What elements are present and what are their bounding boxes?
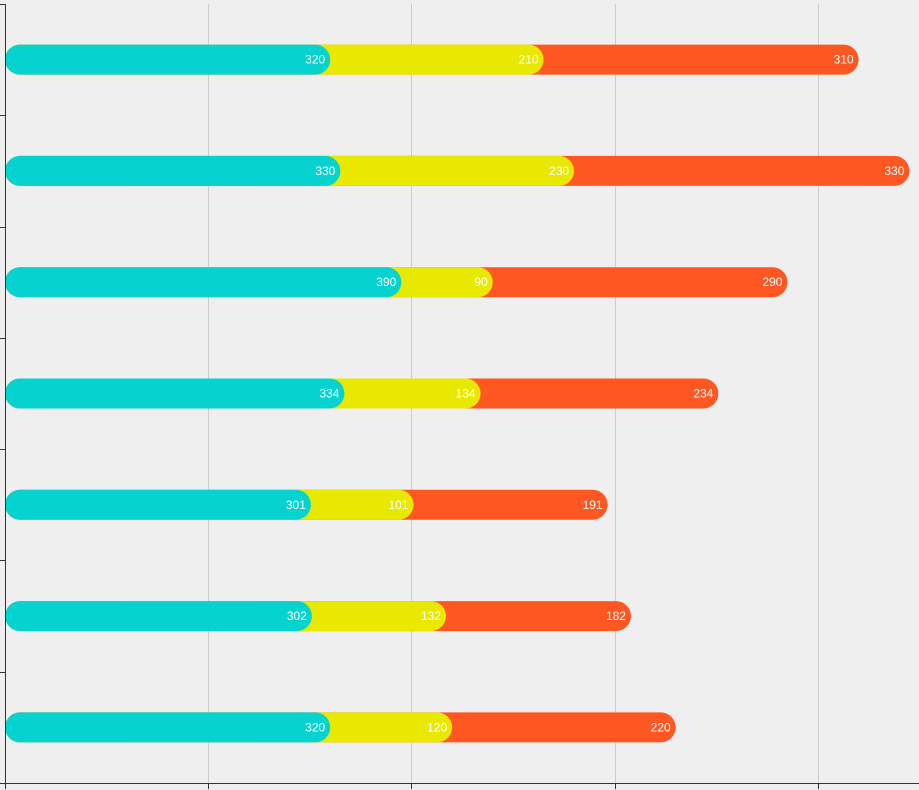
data-label-1-row-3: 390: [376, 275, 396, 289]
bar-segment-1-row-2: [5, 155, 341, 186]
bar-row-6: [5, 601, 631, 632]
axes: [0, 4, 919, 789]
data-label-2-row-5: 101: [388, 498, 408, 512]
data-label-1-row-4: 334: [319, 387, 339, 401]
bar-segment-1-row-6: [5, 601, 312, 632]
data-label-3-row-2: 330: [884, 164, 904, 178]
data-label-2-row-7: 120: [427, 720, 447, 734]
bar-row-3: [5, 267, 788, 298]
data-label-3-row-6: 182: [606, 609, 626, 623]
bar-row-7: [5, 712, 676, 743]
bar-row-4: [5, 378, 719, 409]
bar-segment-1-row-3: [5, 267, 402, 298]
bar-row-1: [5, 44, 859, 75]
data-label-3-row-3: 290: [762, 275, 782, 289]
bar-segment-1-row-7: [5, 712, 331, 743]
data-label-1-row-2: 330: [315, 164, 335, 178]
data-label-2-row-2: 230: [549, 164, 569, 178]
data-label-2-row-4: 134: [456, 387, 476, 401]
data-label-3-row-7: 220: [651, 720, 671, 734]
data-label-3-row-1: 310: [834, 53, 854, 67]
data-label-1-row-6: 302: [287, 609, 307, 623]
bar-row-5: [5, 489, 608, 520]
bar-segment-1-row-5: [5, 489, 311, 520]
bar-segment-1-row-1: [5, 44, 331, 75]
data-label-3-row-5: 191: [583, 498, 603, 512]
data-label-1-row-1: 320: [305, 53, 325, 67]
bar-row-2: [5, 155, 910, 186]
bars: [5, 44, 910, 743]
bar-segment-1-row-4: [5, 378, 345, 409]
data-label-2-row-3: 90: [474, 275, 488, 289]
data-labels: 320 210 310 330 230 330 390 90 290 334 134 234 301 10…: [286, 53, 905, 735]
data-label-2-row-1: 210: [519, 53, 539, 67]
data-label-3-row-4: 234: [693, 387, 713, 401]
data-label-2-row-6: 132: [421, 609, 441, 623]
data-label-1-row-5: 301: [286, 498, 306, 512]
data-label-1-row-7: 320: [305, 720, 325, 734]
